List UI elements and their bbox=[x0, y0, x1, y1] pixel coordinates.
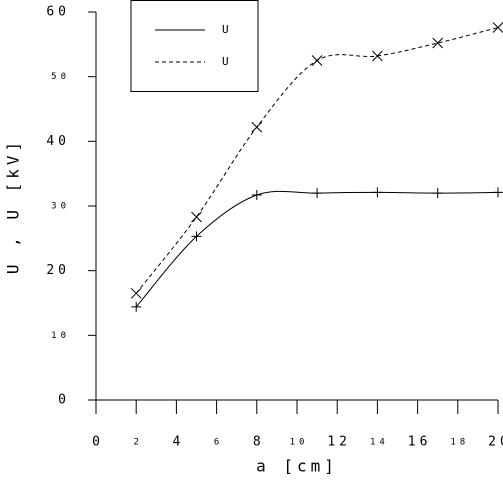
marker bbox=[130, 287, 142, 299]
x-tick-label: 6 bbox=[214, 438, 223, 448]
x-tick-label: 16 bbox=[408, 435, 432, 450]
y-axis-label: U , U [kV] bbox=[4, 138, 23, 274]
marker bbox=[432, 188, 443, 199]
x-tick-label: 8 bbox=[253, 435, 265, 450]
y-tick-label: 40 bbox=[46, 134, 70, 149]
legend-label: U bbox=[222, 55, 233, 68]
marker bbox=[312, 188, 323, 199]
marker bbox=[251, 121, 263, 133]
y-tick-label: 10 bbox=[51, 331, 70, 341]
y-tick-label: 50 bbox=[51, 72, 70, 82]
series-line bbox=[135, 27, 499, 294]
x-tick-label: 14 bbox=[370, 438, 389, 448]
y-tick-label: 60 bbox=[46, 5, 70, 20]
marker bbox=[311, 55, 323, 66]
marker bbox=[493, 187, 503, 198]
x-tick-label: 12 bbox=[327, 435, 351, 450]
x-tick-label: 0 bbox=[92, 435, 104, 450]
y-tick-label: 0 bbox=[58, 393, 70, 408]
x-tick-label: 20 bbox=[488, 435, 503, 450]
marker bbox=[251, 190, 262, 201]
x-axis-label: a [cm] bbox=[256, 457, 338, 476]
legend-box bbox=[130, 0, 259, 92]
marker bbox=[432, 37, 444, 49]
marker bbox=[492, 22, 503, 33]
marker bbox=[372, 50, 383, 62]
marker bbox=[191, 211, 202, 223]
marker bbox=[191, 231, 202, 242]
x-tick-label: 10 bbox=[290, 438, 309, 448]
y-tick-label: 20 bbox=[46, 263, 70, 278]
y-tick-label: 30 bbox=[51, 202, 70, 212]
x-tick-label: 2 bbox=[133, 438, 142, 448]
x-tick-label: 18 bbox=[450, 438, 469, 448]
series-line bbox=[135, 190, 499, 308]
marker bbox=[372, 187, 383, 198]
x-tick-label: 4 bbox=[172, 435, 184, 450]
marker bbox=[131, 301, 142, 312]
legend-label: U bbox=[222, 23, 233, 36]
